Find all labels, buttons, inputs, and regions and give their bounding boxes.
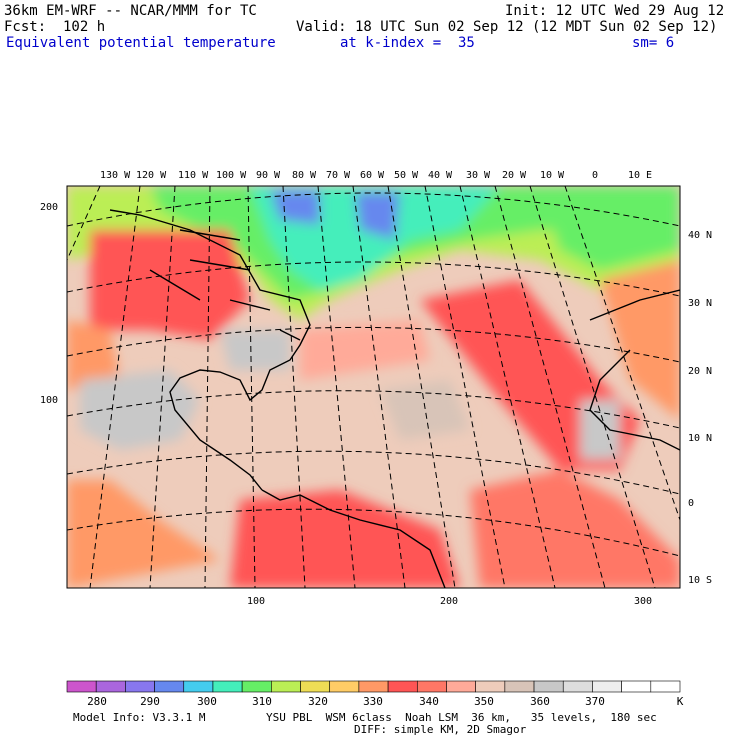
colorbar-swatch (387, 680, 418, 693)
longitude-label: 50 W (394, 170, 419, 181)
longitude-label: 130 W (100, 170, 131, 181)
longitude-label: 110 W (178, 170, 209, 181)
longitude-label: 10 E (628, 170, 652, 181)
colorbar-unit: K (676, 695, 684, 708)
colorbar-swatch (66, 680, 97, 693)
latitude-label: 30 N (688, 298, 712, 309)
grid-tick-labels: 200 100 100 200 300 (40, 202, 652, 607)
colorbar-label: 330 (363, 695, 383, 708)
latitude-label: 10 S (688, 575, 712, 586)
bottom-grid-tick: 200 (440, 596, 458, 607)
map-frame (66, 185, 681, 589)
longitude-label: 80 W (292, 170, 317, 181)
colorbar-swatch (592, 680, 622, 693)
diffusion-info: DIFF: simple KM, 2D Smagor (354, 723, 527, 736)
colorbar-label: 310 (252, 695, 272, 708)
colorbar-label: 280 (87, 695, 107, 708)
colorbar-swatch (446, 680, 476, 693)
longitude-label: 30 W (466, 170, 491, 181)
bottom-grid-tick: 100 (247, 596, 265, 607)
latitude-label: 40 N (688, 230, 712, 241)
colorbar-label: 290 (140, 695, 160, 708)
physics-info: YSU PBL WSM 6class Noah LSM 36 km, 35 le… (266, 711, 657, 724)
smoothing-value: sm= 6 (632, 35, 675, 51)
longitude-label: 120 W (136, 170, 167, 181)
longitude-label: 70 W (326, 170, 351, 181)
level-index: at k-index = 35 (340, 35, 475, 51)
left-grid-tick: 100 (40, 395, 58, 406)
field-name: Equivalent potential temperature (6, 35, 276, 51)
colorbar-swatch (212, 680, 243, 693)
longitude-label: 10 W (540, 170, 565, 181)
init-time: Init: 12 UTC Wed 29 Aug 12 (505, 3, 725, 19)
graticule (67, 186, 680, 588)
colorbar-swatch (329, 680, 360, 693)
colorbar-swatch (650, 680, 681, 693)
right-latitude-labels: 40 N 30 N 20 N 10 N 0 10 S (688, 230, 712, 586)
longitude-label: 60 W (360, 170, 385, 181)
colorbar-label: 320 (308, 695, 328, 708)
colorbar-swatch (95, 680, 126, 693)
colorbar-swatch (154, 680, 185, 693)
colorbar-swatch (125, 680, 155, 693)
colorbar-swatch (300, 680, 331, 693)
colorbar-label: 350 (474, 695, 494, 708)
valid-time: Valid: 18 UTC Sun 02 Sep 12 (12 MDT Sun … (296, 19, 718, 35)
longitude-label: 40 W (428, 170, 453, 181)
forecast-hour: Fcst: 102 h (4, 19, 106, 35)
bottom-grid-tick: 300 (634, 596, 652, 607)
colorbar-swatch (271, 680, 301, 693)
colorbar-swatch (475, 680, 506, 693)
colorbar-label: 370 (585, 695, 605, 708)
colorbar-swatch (562, 680, 593, 693)
latitude-label: 0 (688, 498, 694, 509)
longitude-label: 100 W (216, 170, 247, 181)
latitude-label: 20 N (688, 366, 712, 377)
colorbar-swatch (621, 680, 652, 693)
longitude-label: 20 W (502, 170, 527, 181)
colorbar-swatch (358, 680, 389, 693)
colorbar-swatch (183, 680, 214, 693)
model-info: Model Info: V3.3.1 M (73, 711, 206, 724)
colorbar-swatch (416, 680, 447, 693)
colorbar-label: 300 (197, 695, 217, 708)
colorbar-swatch (504, 680, 535, 693)
longitude-label: 90 W (256, 170, 281, 181)
longitude-label: 0 (592, 170, 598, 181)
colorbar (66, 680, 681, 693)
left-grid-tick: 200 (40, 202, 58, 213)
colorbar-label: 360 (530, 695, 550, 708)
model-title: 36km EM-WRF -- NCAR/MMM for TC (4, 3, 257, 19)
colorbar-label: 340 (419, 695, 439, 708)
latitude-label: 10 N (688, 433, 712, 444)
colorbar-swatch (241, 680, 272, 693)
colorbar-swatch (533, 680, 564, 693)
top-longitude-labels: 130 W 120 W 110 W 100 W 90 W 80 W 70 W 6… (100, 170, 652, 181)
